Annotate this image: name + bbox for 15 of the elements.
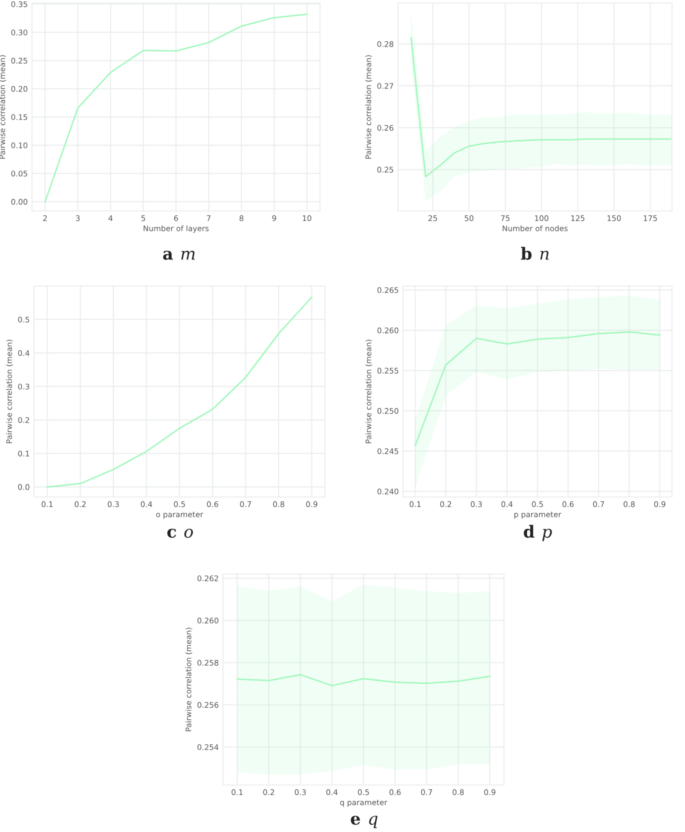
text: q [369, 816, 378, 828]
text: n [540, 250, 549, 260]
text: a [163, 250, 173, 260]
text: c [167, 528, 176, 538]
line-series [414, 331, 660, 446]
line-series [236, 674, 490, 686]
text: m [181, 250, 195, 260]
text: p [542, 528, 552, 542]
text: e [350, 816, 360, 825]
text: o [184, 528, 193, 538]
line-series [410, 37, 672, 178]
line-series [44, 14, 308, 202]
text: b [520, 246, 532, 260]
text: d [524, 524, 534, 538]
line-series [46, 296, 312, 488]
